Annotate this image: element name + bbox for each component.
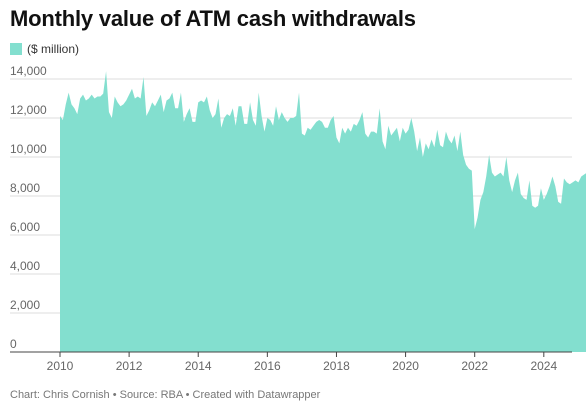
x-tick-label: 2014 [185,359,212,373]
y-tick-label: 4,000 [10,259,40,273]
y-tick-label: 6,000 [10,220,40,234]
x-tick-label: 2010 [47,359,74,373]
x-tick-label: 2016 [254,359,281,373]
area-chart: 0 2,000 4,000 6,000 8,000 10,000 12,000 14,000 2… [10,64,586,373]
area-series [60,71,586,352]
x-tick-label: 2020 [392,359,419,373]
x-tick-label: 2018 [323,359,350,373]
chart-credit: Chart: Chris Cornish • Source: RBA • Cre… [10,389,321,401]
axes: 0 2,000 4,000 6,000 8,000 10,000 12,000 14,000 2… [10,64,572,373]
legend: ($ million) [10,42,79,56]
chart-title: Monthly value of ATM cash withdrawals [10,6,416,31]
y-tick-label: 8,000 [10,181,40,195]
x-tick-label: 2022 [461,359,488,373]
plot-area [60,71,586,352]
x-tick-label: 2012 [116,359,143,373]
legend-label: ($ million) [27,42,80,56]
y-tick-label: 2,000 [10,298,40,312]
y-tick-label: 14,000 [10,64,47,78]
x-tick-label: 2024 [530,359,557,373]
legend-swatch [10,43,22,55]
y-tick-label: 12,000 [10,103,47,117]
y-tick-label: 10,000 [10,142,47,156]
y-tick-label: 0 [10,337,17,351]
